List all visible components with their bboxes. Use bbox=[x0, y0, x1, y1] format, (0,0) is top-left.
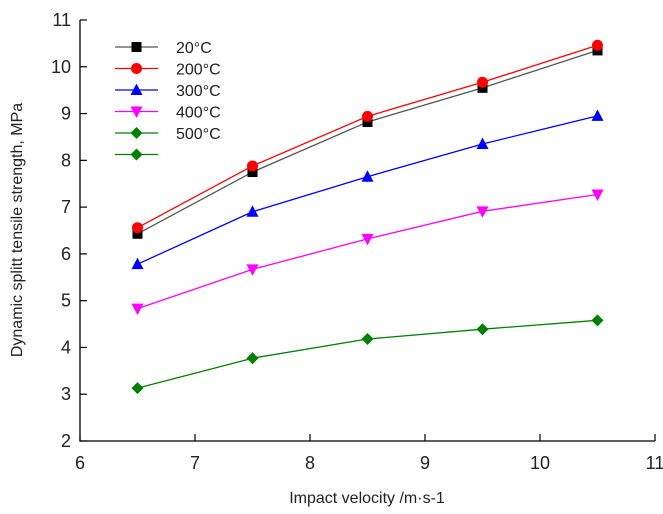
data-point bbox=[247, 160, 258, 172]
legend-item: 20°C bbox=[115, 40, 212, 57]
x-tick-label: 6 bbox=[75, 453, 85, 473]
y-tick-label: 7 bbox=[61, 197, 71, 217]
x-axis-title: Impact velocity /m·s-1 bbox=[289, 490, 445, 507]
legend-item bbox=[115, 148, 158, 161]
legend-label: 200°C bbox=[176, 62, 221, 79]
data-point bbox=[361, 333, 374, 346]
legend-marker bbox=[130, 148, 143, 161]
data-point bbox=[477, 82, 488, 93]
legend: 20°C 200°C 300°C 400°C 500°C bbox=[115, 40, 221, 161]
axes bbox=[79, 20, 655, 442]
legend-item: 400°C bbox=[115, 105, 221, 122]
data-point bbox=[591, 189, 604, 201]
legend-item: 200°C bbox=[115, 62, 221, 79]
y-tick-label: 10 bbox=[51, 57, 71, 77]
legend-marker bbox=[130, 106, 143, 118]
y-tick-label: 5 bbox=[61, 291, 71, 311]
x-tick-label: 7 bbox=[190, 453, 200, 473]
data-point bbox=[591, 314, 604, 327]
series-4 bbox=[131, 314, 604, 395]
data-point bbox=[247, 167, 258, 178]
legend-marker bbox=[131, 63, 142, 74]
data-point bbox=[132, 228, 143, 239]
data-point bbox=[361, 233, 374, 246]
plot-frame-left-bottom bbox=[79, 20, 655, 442]
data-series bbox=[131, 39, 604, 395]
y-tick-label: 3 bbox=[61, 384, 71, 404]
data-point bbox=[246, 352, 259, 365]
legend-marker bbox=[130, 83, 143, 95]
legend-marker bbox=[131, 42, 142, 52]
data-point bbox=[476, 137, 489, 149]
series-2 bbox=[131, 109, 604, 270]
data-point bbox=[362, 116, 373, 127]
y-tick-label: 4 bbox=[61, 337, 71, 357]
y-tick-label: 9 bbox=[61, 104, 71, 124]
data-point bbox=[361, 170, 374, 182]
data-point bbox=[132, 222, 143, 234]
data-point bbox=[592, 39, 603, 51]
y-tick-label: 6 bbox=[61, 244, 71, 264]
series-3 bbox=[131, 189, 604, 316]
data-point bbox=[362, 110, 373, 122]
legend-item: 300°C bbox=[115, 83, 221, 100]
legend-label: 500°C bbox=[176, 126, 221, 143]
data-point bbox=[246, 264, 259, 276]
y-axis-title: Dynamic splitt tensile strength, MPa bbox=[9, 103, 26, 357]
x-tick-label: 10 bbox=[530, 453, 550, 473]
data-point bbox=[477, 76, 488, 88]
data-point bbox=[591, 109, 604, 121]
y-tick-label: 2 bbox=[61, 431, 71, 451]
data-point bbox=[131, 257, 144, 270]
legend-marker bbox=[130, 127, 143, 139]
data-point bbox=[131, 303, 144, 316]
data-point bbox=[476, 323, 489, 336]
x-tick-label: 8 bbox=[305, 453, 315, 473]
y-tick-label: 8 bbox=[61, 150, 71, 170]
series-1 bbox=[132, 39, 603, 234]
data-point bbox=[131, 382, 144, 395]
y-tick-label: 11 bbox=[52, 10, 71, 30]
x-tick-label: 11 bbox=[646, 453, 663, 473]
legend-label: 300°C bbox=[176, 83, 221, 100]
series-line bbox=[137, 319, 598, 389]
x-tick-label: 9 bbox=[420, 453, 430, 473]
data-point bbox=[246, 205, 259, 217]
series-line bbox=[137, 193, 598, 310]
legend-item: 500°C bbox=[115, 126, 221, 143]
legend-label: 400°C bbox=[176, 105, 221, 122]
y-axis-ticks: 2 3 4 5 6 7 8 9 10 11 bbox=[51, 10, 87, 451]
legend-label: 20°C bbox=[176, 40, 212, 57]
x-axis-ticks: 6 7 8 9 10 11 bbox=[75, 434, 663, 473]
data-point bbox=[476, 206, 489, 218]
